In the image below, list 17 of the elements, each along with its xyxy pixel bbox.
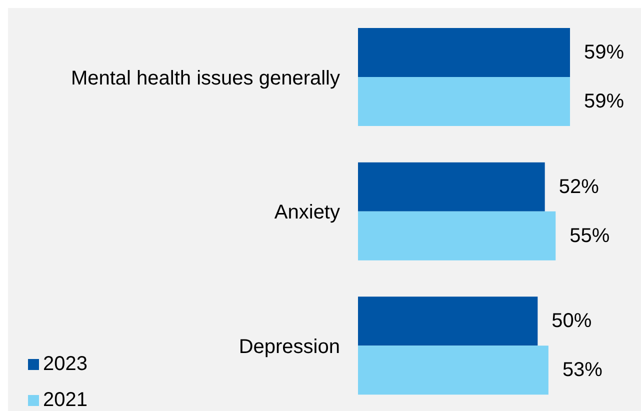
y-tick-label: Anxiety — [274, 202, 340, 224]
legend-label: 2021 — [43, 389, 88, 411]
bar — [358, 211, 556, 260]
data-label: 50% — [552, 310, 592, 332]
y-tick-label: Mental health issues generally — [70, 67, 340, 90]
bar — [358, 77, 570, 126]
bar — [358, 296, 538, 346]
bar — [358, 162, 545, 212]
data-label: 59% — [584, 90, 624, 112]
legend-label: 2023 — [43, 353, 88, 375]
data-label: 59% — [584, 42, 624, 64]
data-label: 53% — [562, 359, 603, 382]
bar — [358, 346, 548, 395]
data-label: 52% — [558, 176, 600, 198]
bar — [358, 28, 570, 77]
data-label: 55% — [570, 224, 610, 247]
y-tick-label: Depression — [238, 336, 340, 358]
